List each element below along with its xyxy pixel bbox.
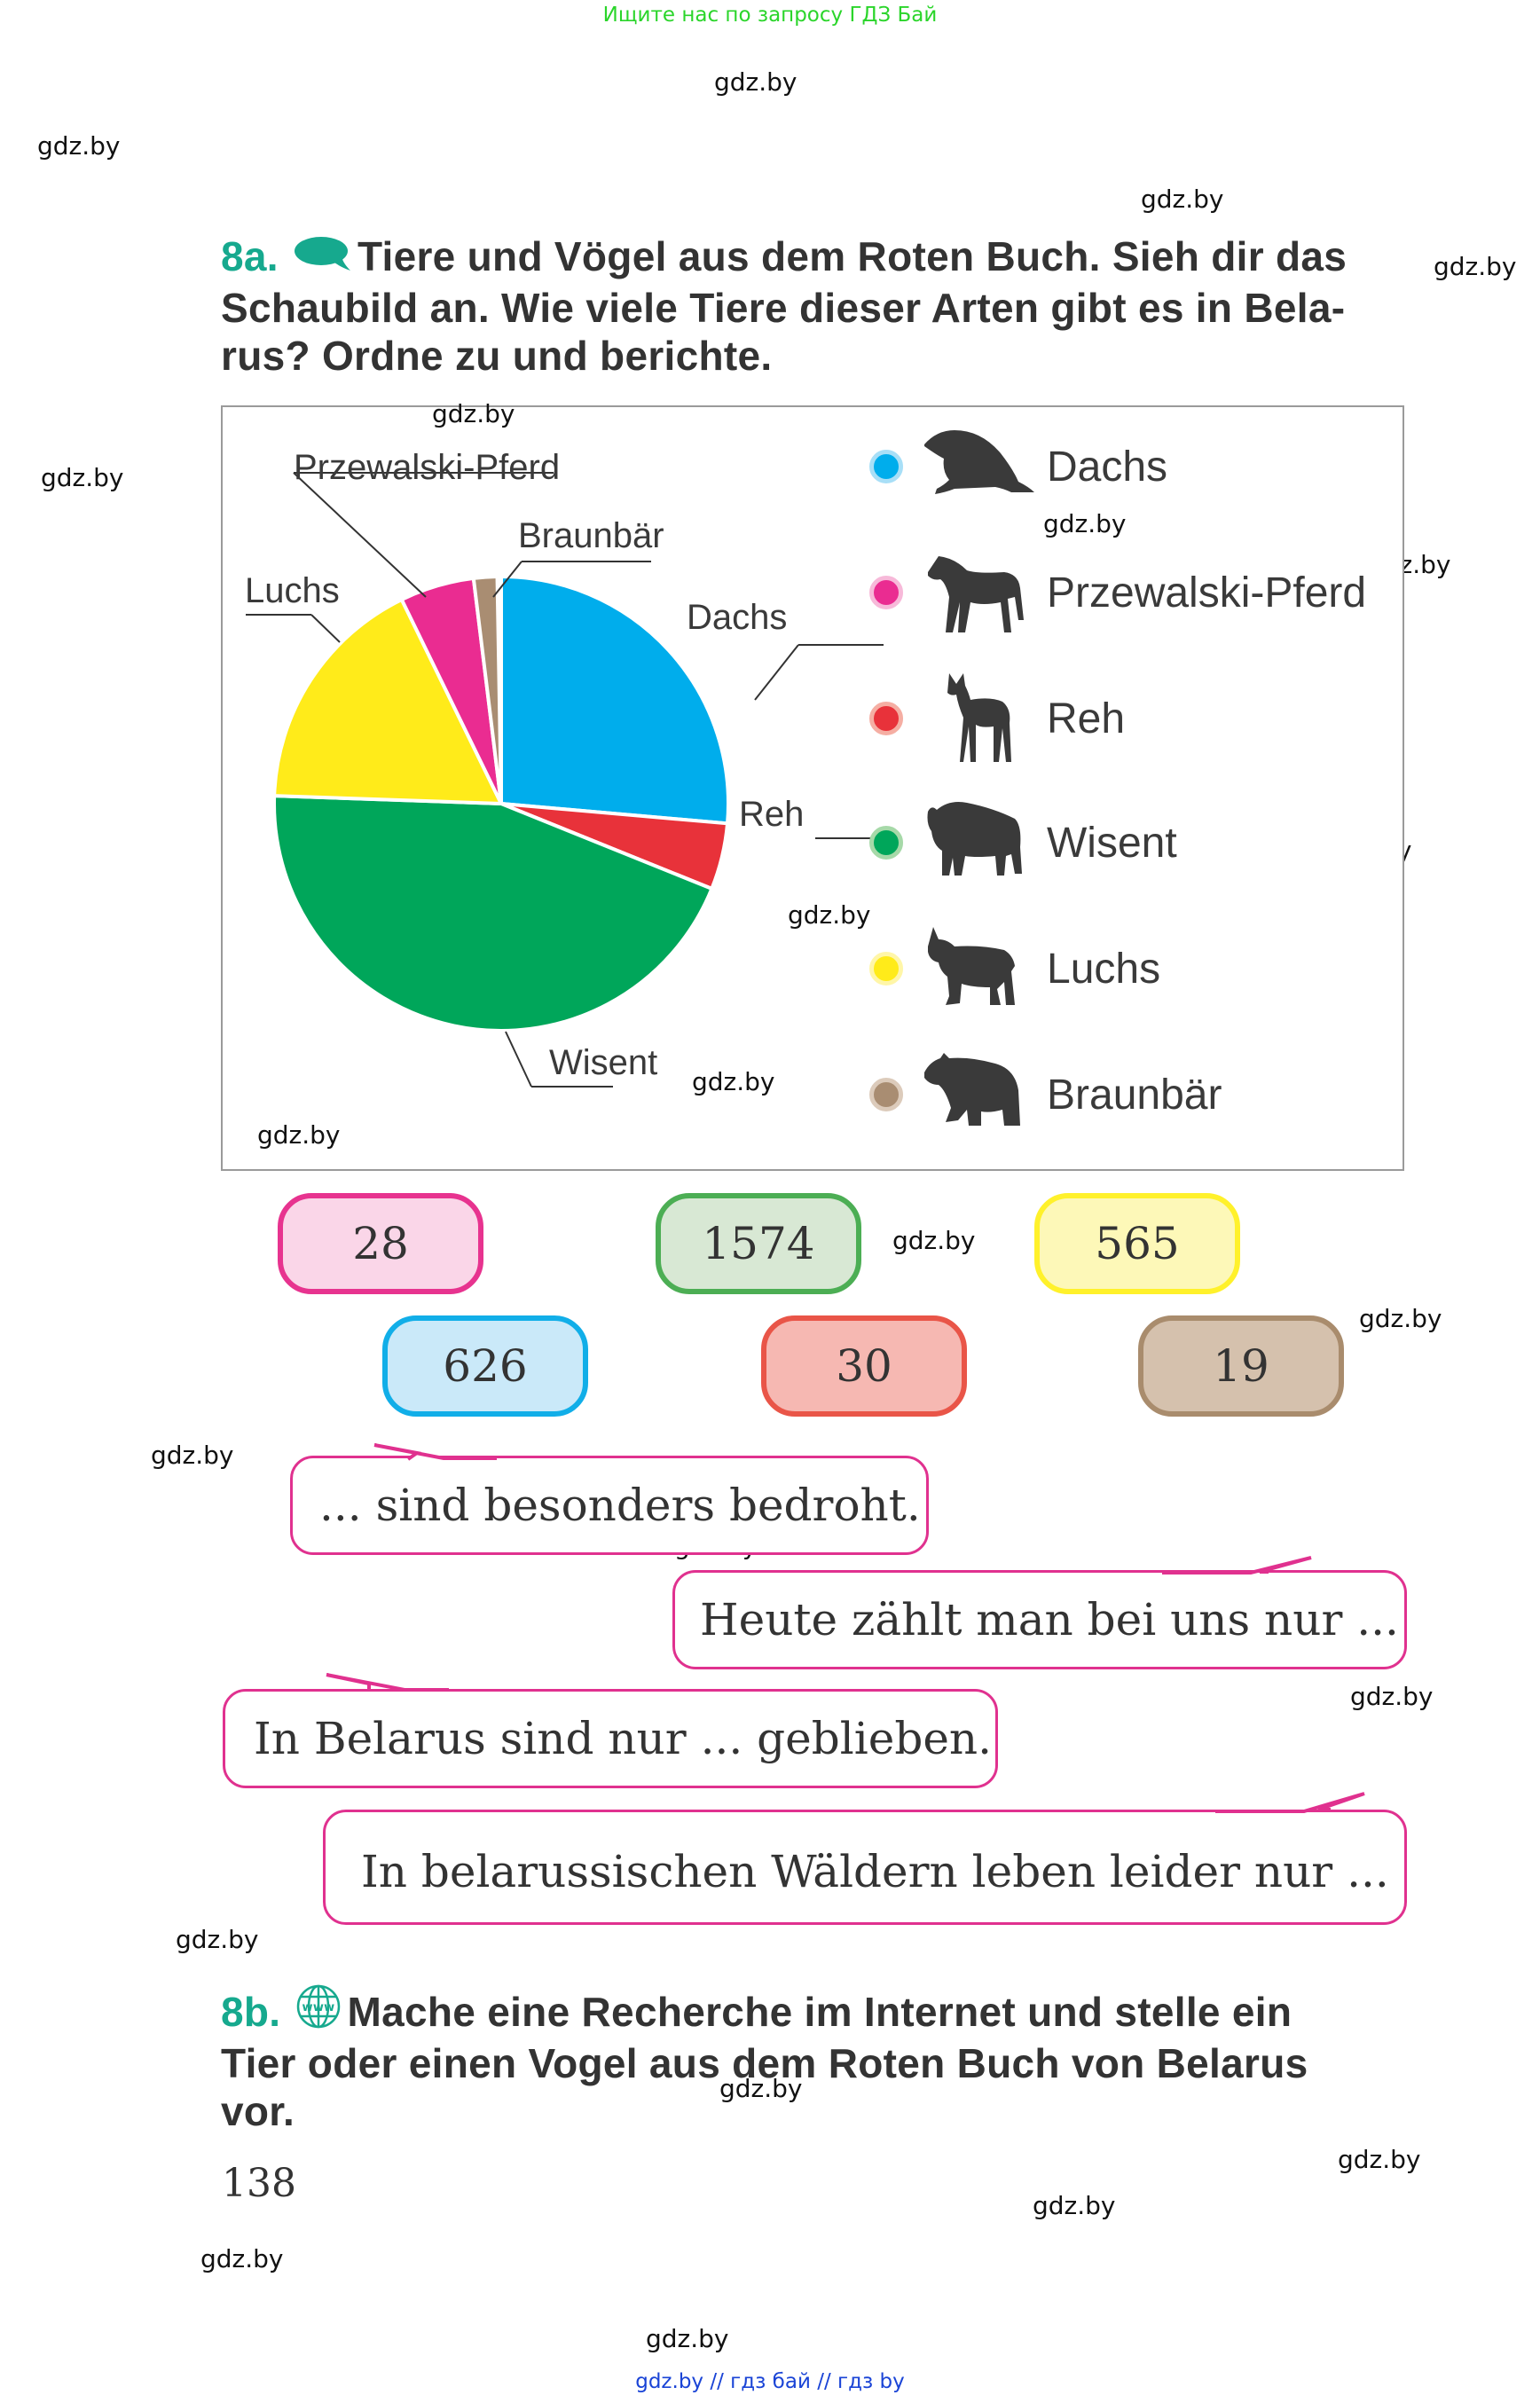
legend-label: Braunbär [1047,1071,1222,1119]
watermark: gdz.by [151,1441,234,1470]
legend-label: Luchs [1047,945,1161,993]
task-8a-line-1: Tiere und Vögel aus dem Roten Buch. Sieh… [357,233,1348,279]
watermark: gdz.by [1434,252,1517,281]
pie-label-przewalski: Przewalski-Pferd [294,448,561,487]
deer-icon [947,673,1011,762]
bubble-tail [373,1443,497,1463]
watermark: gdz.by [788,900,871,930]
number-box[interactable]: 28 [278,1193,483,1294]
watermark: gdz.by [432,399,515,428]
task-number: 8a. [221,233,279,279]
legend-swatch [869,576,903,609]
task-8a-heading: 8a. Tiere und Vögel aus dem Roten Buch. … [221,232,1410,380]
bubble-text: In Belarus sind nur ... geblieben. [254,1713,993,1764]
legend-label: Wisent [1047,819,1177,867]
watermark: gdz.by [646,2324,729,2353]
legend-swatch [869,826,903,860]
watermark: gdz.by [37,131,121,161]
legend-label: Reh [1047,695,1126,742]
lynx-icon [928,927,1015,1005]
speech-bubble: Heute zählt man bei uns nur ... [672,1570,1407,1669]
watermark: gdz.by [714,67,798,97]
task-8b-line-1: Mache eine Recherche im Internet und ste… [347,1989,1292,2035]
pie-label-wisent: Wisent [549,1043,658,1082]
pie-label-braunbaer: Braunbär [518,516,664,555]
pie-label-dachs: Dachs [687,598,788,637]
page-number: 138 [222,2161,296,2206]
pie-label-reh: Reh [739,795,805,834]
pie-slice [272,793,714,1033]
number-box[interactable]: 30 [761,1315,967,1417]
watermark: gdz.by [1350,1682,1434,1711]
watermark: gdz.by [176,1925,259,1954]
task-number: 8b. [221,1989,281,2035]
legend-swatch [869,450,903,483]
pie-slice [272,597,505,806]
watermark: gdz.by [719,2074,803,2103]
watermark: gdz.by [1338,2145,1421,2174]
speech-bubble: In belarussischen Wäldern leben leider n… [323,1810,1407,1925]
badger-icon [924,430,1034,494]
legend-swatch [869,952,903,986]
watermark: gdz.by [1033,2191,1116,2220]
task-8b-heading: 8b. www Mache eine Recherche im Internet… [221,1983,1410,2135]
watermark: gdz.by [692,1067,775,1096]
speech-bubble: In Belarus sind nur ... geblieben. [223,1689,998,1788]
bubble-tail [1215,1792,1365,1813]
bison-icon [927,802,1022,876]
legend-item-reh: Reh [869,673,1126,763]
number-box[interactable]: 19 [1138,1315,1344,1417]
bubble-text: In belarussischen Wäldern leben leider n… [361,1846,1389,1897]
legend-label: Dachs [1047,443,1168,491]
watermark: gdz.by [200,2244,284,2273]
number-box[interactable]: 1574 [656,1193,861,1294]
task-8b-line-2: Tier oder einen Vogel aus dem Roten Buch… [221,2040,1308,2086]
watermark: gdz.by [41,463,124,492]
bubble-text: ... sind besonders bedroht. [319,1480,921,1531]
speech-bubble-icon [294,235,352,284]
pie-leader-lines [246,472,886,1088]
pie-chart [246,472,886,1088]
task-8b-line-3: vor. [221,2088,295,2134]
globe-www-icon: www [295,1983,342,2039]
svg-text:www: www [302,2001,335,2014]
bubble-tail [1162,1556,1312,1575]
bubble-text: Heute zählt man bei uns nur ... [700,1594,1399,1645]
legend-item-braunbaer: Braunbär [869,1050,1222,1139]
legend-item-luchs: Luchs [869,924,1160,1013]
legend-label: Przewalski-Pferd [1047,569,1367,616]
watermark: gdz.by [1359,1304,1442,1333]
legend-item-przewalski: Przewalski-Pferd [869,548,1366,637]
number-box[interactable]: 626 [382,1315,588,1417]
legend-swatch [869,1078,903,1111]
footer-links[interactable]: gdz.by // гдз бай // гдз by [635,2370,905,2393]
watermark: gdz.by [892,1226,976,1255]
legend-item-dachs: Dachs [869,422,1167,511]
legend-swatch [869,702,903,735]
bear-icon [924,1053,1020,1126]
pie-label-luchs: Luchs [245,571,340,610]
watermark: gdz.by [257,1120,341,1150]
pie-slice [499,574,730,826]
task-8a-line-3: rus? Ordne zu und berichte. [221,333,773,379]
legend-item-wisent: Wisent [869,798,1177,887]
watermark: gdz.by [1141,185,1224,214]
pie-slice [471,575,503,805]
number-box[interactable]: 565 [1034,1193,1240,1294]
speech-bubble: ... sind besonders bedroht. [290,1456,929,1555]
bubble-tail [326,1673,449,1692]
header-search-note: Ищите нас по запросу ГДЗ Бай [602,4,938,27]
watermark: gdz.by [1043,509,1127,538]
task-8a-line-2: Schaubild an. Wie viele Tiere dieser Art… [221,285,1346,331]
horse-icon [928,556,1024,632]
